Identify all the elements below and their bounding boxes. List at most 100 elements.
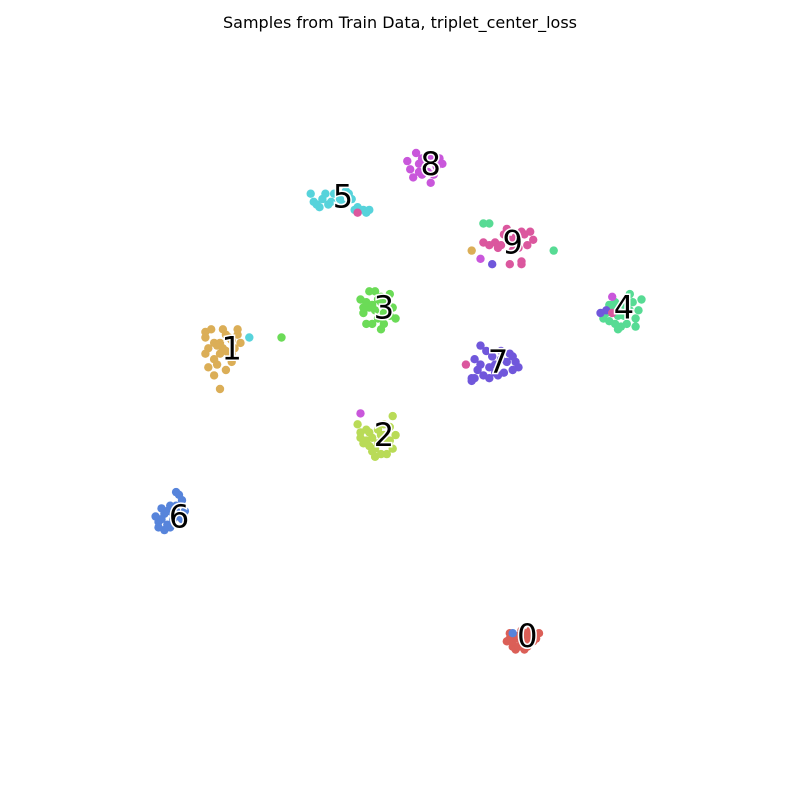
data-point — [637, 295, 646, 304]
data-point — [227, 349, 236, 358]
data-point — [385, 436, 394, 445]
data-point — [382, 449, 391, 459]
data-point — [526, 227, 535, 236]
data-point — [608, 308, 617, 318]
data-point — [470, 374, 479, 383]
data-point — [508, 629, 517, 638]
data-point — [362, 319, 371, 329]
data-point — [485, 374, 494, 383]
data-point — [365, 428, 374, 437]
data-point — [212, 360, 222, 369]
data-point — [482, 346, 491, 356]
data-point — [341, 186, 351, 196]
data-point — [224, 333, 233, 342]
cluster-labels-layer: 0 1 2 3 4 5 6 7 8 9 — [167, 143, 635, 656]
data-point — [221, 365, 231, 375]
data-point — [426, 178, 435, 187]
data-point — [476, 341, 485, 350]
data-point — [502, 357, 511, 367]
data-point — [502, 224, 511, 234]
data-point — [388, 411, 397, 421]
cluster-label-1: 1 — [222, 329, 242, 367]
data-point — [631, 314, 640, 323]
data-point — [236, 338, 245, 348]
data-point — [218, 325, 228, 334]
data-point — [476, 254, 485, 263]
data-point — [628, 298, 637, 307]
data-point — [227, 357, 236, 367]
data-point — [493, 243, 503, 253]
cluster-label-6: 6 — [169, 498, 189, 536]
data-point — [631, 322, 640, 331]
data-point — [353, 208, 362, 217]
data-point — [523, 634, 532, 643]
data-point — [429, 170, 438, 179]
cluster-label-3: 3 — [374, 289, 394, 327]
data-point — [245, 333, 254, 342]
data-point — [634, 306, 643, 315]
cluster-label-9: 9 — [503, 224, 523, 262]
data-point — [496, 346, 506, 356]
data-point — [215, 384, 225, 394]
data-point — [353, 420, 362, 429]
data-point — [549, 246, 558, 255]
data-point — [488, 260, 497, 269]
chart-title: Samples from Train Data, triplet_center_… — [223, 13, 577, 32]
cluster-label-0: 0 — [517, 617, 537, 655]
cluster-label-8: 8 — [421, 145, 441, 183]
cluster-label-7: 7 — [488, 343, 508, 381]
points-layer — [151, 148, 646, 654]
data-point — [382, 295, 391, 304]
data-point — [414, 167, 424, 177]
data-point — [327, 197, 336, 206]
data-point — [356, 409, 365, 418]
data-point — [488, 352, 497, 361]
data-point — [625, 289, 634, 299]
data-point — [373, 295, 383, 304]
data-point — [201, 349, 210, 358]
data-point — [417, 154, 427, 163]
data-point — [610, 319, 620, 329]
data-point — [616, 308, 626, 318]
data-point — [388, 444, 397, 453]
data-point — [204, 363, 213, 372]
data-point — [596, 308, 605, 318]
data-point — [485, 219, 494, 228]
data-point — [473, 365, 482, 375]
data-point — [209, 371, 219, 380]
data-point — [365, 287, 374, 296]
data-point — [529, 629, 538, 638]
data-point — [370, 287, 380, 296]
data-point — [370, 444, 380, 453]
data-point — [426, 151, 435, 160]
data-point — [376, 449, 386, 459]
data-point — [321, 189, 330, 198]
data-point — [312, 200, 321, 209]
data-point — [356, 433, 365, 442]
data-point — [154, 523, 163, 532]
data-point — [490, 360, 500, 369]
data-point — [373, 314, 383, 323]
data-point — [529, 235, 538, 244]
data-point — [368, 319, 377, 329]
data-point — [523, 642, 532, 651]
data-point — [438, 159, 447, 168]
data-point — [391, 430, 400, 440]
data-point — [376, 325, 386, 334]
data-point — [508, 352, 517, 361]
data-point — [523, 241, 532, 250]
data-point — [379, 420, 389, 429]
data-point — [505, 260, 514, 269]
data-point — [479, 238, 488, 247]
data-point — [517, 260, 526, 269]
data-point — [403, 156, 412, 166]
data-point — [409, 173, 418, 182]
data-point — [406, 165, 415, 174]
data-point — [201, 327, 210, 337]
data-point — [157, 515, 166, 524]
cluster-label-5: 5 — [333, 177, 353, 215]
data-point — [622, 303, 631, 312]
data-point — [388, 303, 397, 312]
data-point — [499, 368, 509, 377]
data-point — [335, 194, 345, 204]
